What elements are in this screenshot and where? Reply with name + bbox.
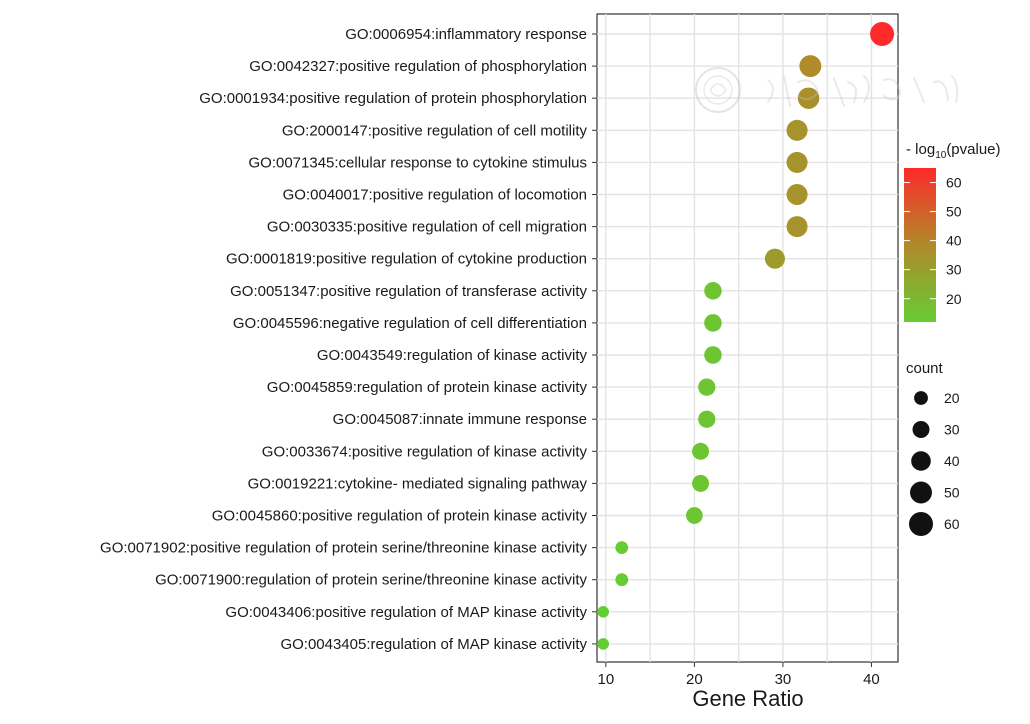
term-label: GO:0045087:innate immune response xyxy=(333,411,587,428)
term-label: GO:0030335:positive regulation of cell m… xyxy=(267,219,587,236)
color-legend: - log10(pvalue) 20 30 40 50 60 xyxy=(904,141,1001,322)
data-point xyxy=(870,21,895,47)
color-legend-label: 60 xyxy=(946,175,962,191)
plot-border xyxy=(596,13,899,663)
term-label: GO:0006954:inflammatory response xyxy=(345,26,587,43)
size-legend-dot xyxy=(908,511,934,537)
term-label: GO:0043405:regulation of MAP kinase acti… xyxy=(280,636,587,653)
term-label: GO:0045860:positive regulation of protei… xyxy=(212,508,588,525)
term-label: GO:0019221:cytokine- mediated signaling … xyxy=(248,475,588,492)
data-point xyxy=(597,606,609,618)
data-point xyxy=(704,282,722,300)
size-legend-dot xyxy=(914,391,928,405)
x-tick-label: 10 xyxy=(598,671,615,688)
data-point xyxy=(704,346,722,364)
data-point xyxy=(615,573,629,587)
data-point xyxy=(786,216,808,238)
size-legend-label: 60 xyxy=(944,516,960,532)
plot-panel xyxy=(596,13,899,663)
x-tick-label: 30 xyxy=(775,671,792,688)
term-label: GO:0001819:positive regulation of cytoki… xyxy=(226,251,587,268)
data-point xyxy=(615,541,629,554)
term-label: GO:0045596:negative regulation of cell d… xyxy=(233,315,587,332)
term-label: GO:0043406:positive regulation of MAP ki… xyxy=(225,604,587,621)
data-point xyxy=(698,410,716,428)
data-points xyxy=(597,21,895,650)
data-point xyxy=(786,151,808,173)
data-point xyxy=(786,119,808,141)
size-legend-label: 30 xyxy=(944,422,960,438)
watermark-seal xyxy=(695,67,959,113)
size-legend-label: 20 xyxy=(944,390,960,406)
term-label: GO:0051347:positive regulation of transf… xyxy=(230,283,587,300)
color-legend-label: 50 xyxy=(946,204,962,220)
data-point xyxy=(797,87,820,109)
size-legend-dot xyxy=(911,451,931,471)
data-point xyxy=(692,442,710,460)
color-legend-label: 20 xyxy=(946,291,962,307)
x-axis-title: Gene Ratio xyxy=(692,686,803,711)
data-point xyxy=(799,55,822,78)
data-point xyxy=(597,638,609,650)
term-label: GO:0033674:positive regulation of kinase… xyxy=(262,443,588,460)
data-point xyxy=(698,378,716,396)
x-axis: 10 20 30 40 xyxy=(598,662,880,688)
size-legend-label: 50 xyxy=(944,485,960,501)
size-legend-dot xyxy=(912,421,930,438)
data-point xyxy=(786,183,808,206)
color-legend-title: - log10(pvalue) xyxy=(906,141,1001,161)
term-label: GO:0071345:cellular response to cytokine… xyxy=(248,154,587,171)
term-label: GO:0040017:positive regulation of locomo… xyxy=(283,187,587,204)
term-label: GO:0001934:positive regulation of protei… xyxy=(199,90,587,107)
data-point xyxy=(692,474,710,492)
term-label: GO:2000147:positive regulation of cell m… xyxy=(282,122,588,139)
term-label: GO:0071902:positive regulation of protei… xyxy=(100,540,587,557)
grid-lines xyxy=(597,14,898,662)
data-point xyxy=(764,248,785,269)
y-axis-term-labels: GO:0006954:inflammatory response GO:00423… xyxy=(100,26,597,653)
size-legend-label: 40 xyxy=(944,453,960,469)
term-label: GO:0042327:positive regulation of phosph… xyxy=(249,58,587,75)
data-point xyxy=(704,314,722,332)
x-tick-label: 40 xyxy=(863,671,880,688)
color-legend-label: 40 xyxy=(946,233,962,249)
term-label: GO:0043549:regulation of kinase activity xyxy=(317,347,588,364)
x-tick-label: 20 xyxy=(686,671,703,688)
data-point xyxy=(686,507,703,524)
term-label: GO:0045859:regulation of protein kinase … xyxy=(267,379,588,396)
size-legend-dot xyxy=(910,481,932,504)
color-legend-label: 30 xyxy=(946,262,962,278)
color-bar xyxy=(904,168,936,322)
term-label: GO:0071900:regulation of protein serine/… xyxy=(155,572,587,589)
size-legend-title: count xyxy=(906,360,944,377)
